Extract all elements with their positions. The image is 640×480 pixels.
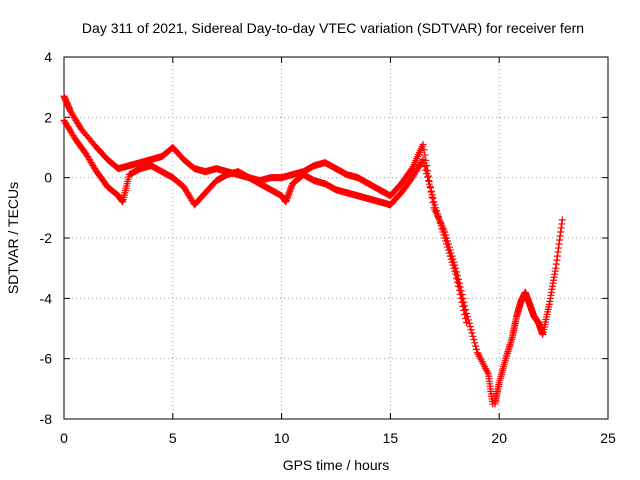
data-point — [450, 264, 458, 272]
data-point — [434, 213, 442, 221]
data-point — [445, 249, 453, 257]
series-points — [60, 92, 497, 408]
data-point — [420, 146, 428, 154]
chart-grid — [64, 57, 608, 419]
y-axis-label: SDTVAR / TECUs — [5, 182, 21, 294]
y-tick-label: 4 — [44, 49, 52, 65]
data-point — [433, 207, 441, 215]
data-point — [431, 201, 439, 209]
data-point — [467, 326, 475, 334]
x-tick-label: 5 — [169, 430, 177, 446]
data-point — [443, 240, 451, 248]
x-tick-label: 15 — [383, 430, 399, 446]
data-point — [459, 302, 467, 310]
data-point — [422, 166, 430, 174]
data-point — [451, 267, 459, 275]
data-point — [435, 216, 443, 224]
data-point — [442, 237, 450, 245]
data-point — [434, 210, 442, 218]
data-points — [60, 92, 566, 408]
data-point — [439, 228, 447, 236]
data-point — [419, 140, 427, 148]
data-point — [452, 270, 460, 278]
data-point — [444, 243, 452, 251]
data-point — [427, 187, 435, 195]
data-point — [455, 286, 463, 294]
data-point — [440, 231, 448, 239]
x-tick-label: 10 — [274, 430, 290, 446]
data-point — [423, 170, 431, 178]
x-tick-labels: 0 5 10 15 20 25 — [60, 430, 616, 446]
y-tick-labels: 4 2 0 -2 -4 -6 -8 — [40, 49, 53, 427]
data-point — [448, 258, 456, 266]
data-point — [472, 342, 480, 350]
data-point — [463, 318, 471, 326]
data-point — [470, 336, 478, 344]
x-tick-label: 25 — [600, 430, 616, 446]
data-point — [460, 306, 468, 314]
data-point — [457, 294, 465, 302]
data-point — [453, 274, 461, 282]
data-point — [436, 219, 444, 227]
data-point — [425, 180, 433, 188]
data-point — [447, 255, 455, 263]
chart-title: Day 311 of 2021, Sidereal Day-to-day VTE… — [82, 20, 584, 36]
data-point — [461, 310, 469, 318]
data-point — [424, 177, 432, 185]
data-point — [437, 222, 445, 230]
data-point — [558, 216, 566, 224]
data-point — [449, 261, 457, 269]
data-point — [471, 339, 479, 347]
data-point — [454, 282, 462, 290]
data-point — [428, 191, 436, 199]
y-tick-label: -2 — [40, 230, 53, 246]
data-point — [462, 314, 470, 322]
data-point — [456, 290, 464, 298]
y-tick-label: -4 — [40, 290, 53, 306]
data-point — [424, 173, 432, 181]
data-point — [468, 329, 476, 337]
data-point — [429, 194, 437, 202]
data-point — [469, 332, 477, 340]
data-point — [444, 246, 452, 254]
y-tick-label: 0 — [44, 170, 52, 186]
data-point — [441, 234, 449, 242]
data-point — [421, 163, 429, 171]
data-point — [458, 298, 466, 306]
data-point — [466, 322, 474, 330]
data-point — [453, 278, 461, 286]
data-point — [432, 204, 440, 212]
x-tick-label: 0 — [60, 430, 68, 446]
data-point — [438, 225, 446, 233]
data-point — [420, 159, 428, 167]
data-point — [426, 184, 434, 192]
x-tick-label: 20 — [491, 430, 507, 446]
y-tick-label: -6 — [40, 351, 53, 367]
series-points — [491, 216, 566, 408]
y-tick-label: -8 — [40, 411, 53, 427]
data-point — [421, 151, 429, 159]
data-point — [473, 345, 481, 353]
axis-ticks — [63, 56, 609, 420]
data-point — [419, 156, 427, 164]
data-point — [430, 198, 438, 206]
y-tick-label: 2 — [44, 109, 52, 125]
series-points — [60, 116, 471, 326]
data-point — [446, 252, 454, 260]
x-axis-label: GPS time / hours — [283, 457, 390, 473]
